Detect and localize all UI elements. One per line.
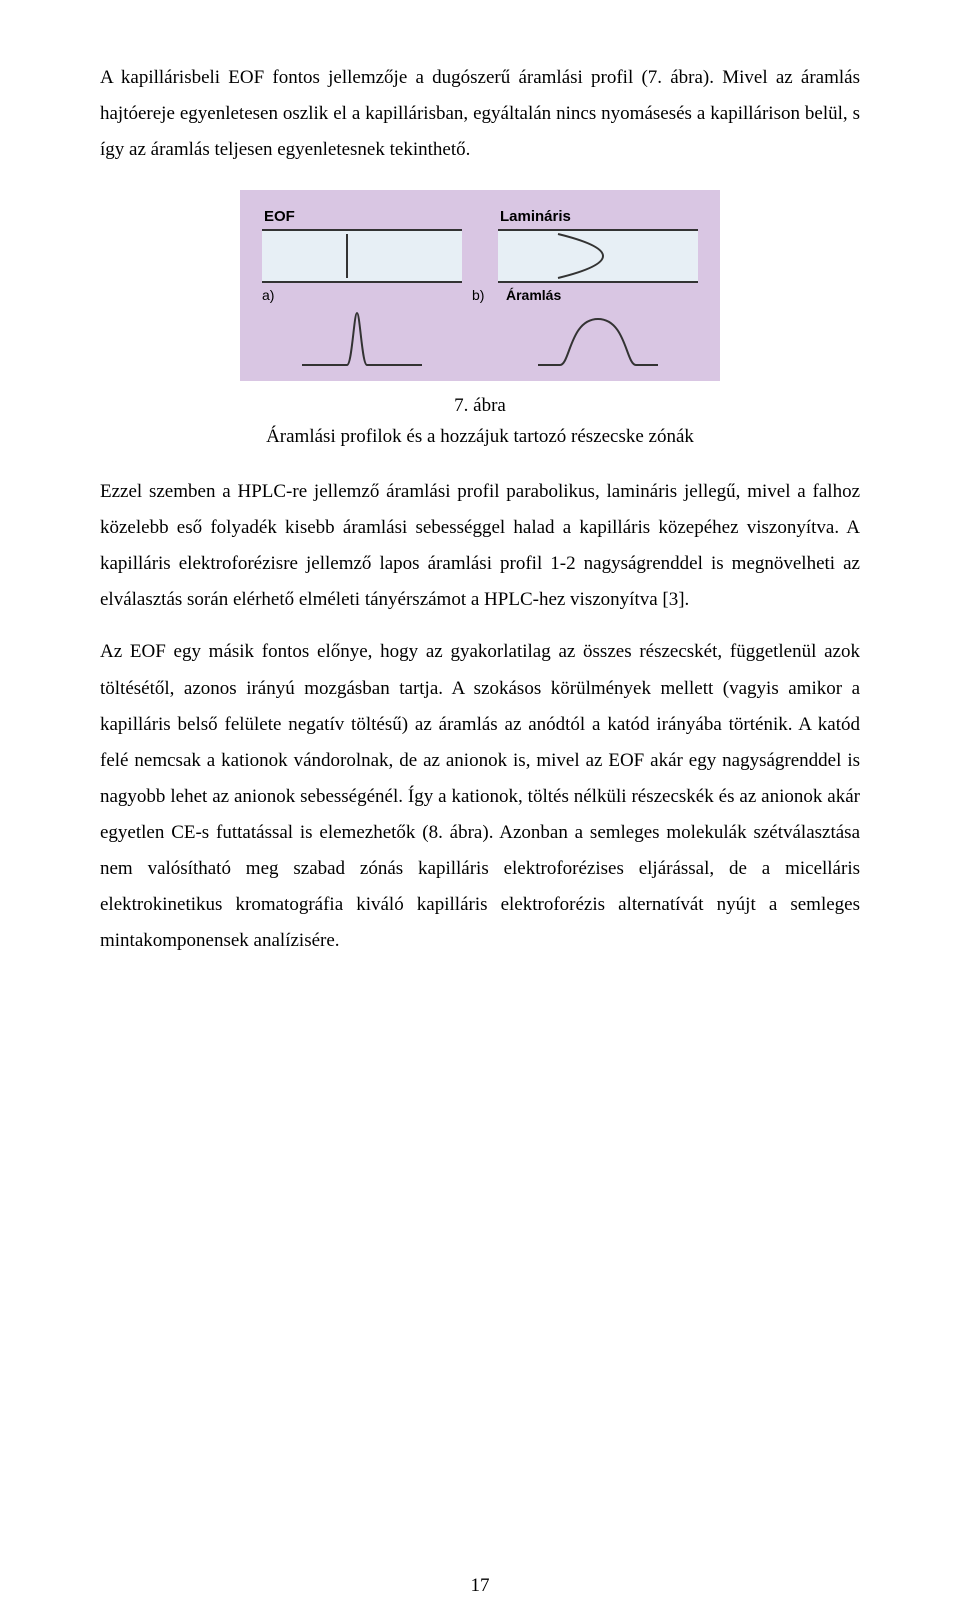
laminar-label: Lamináris [500,208,698,225]
peak-row [262,305,698,369]
flow-label: Áramlás [506,287,561,303]
caption-line-1: 7. ábra [100,391,860,421]
peak-col-laminar [498,305,698,369]
figure-7: EOF Lamináris a) b) [240,190,720,381]
figure-7-caption: 7. ábra Áramlási profilok és a hozzájuk … [100,391,860,452]
eof-peak-path [302,313,422,365]
laminar-parabola-path [558,234,603,278]
laminar-tube [498,229,698,283]
sublabel-b: b) [472,287,506,303]
page: A kapillárisbeli EOF fontos jellemzője a… [0,0,960,1617]
body-text-block-2: Ezzel szemben a HPLC-re jellemző áramlás… [100,474,860,959]
eof-label: EOF [264,208,462,225]
page-number: 17 [0,1575,960,1597]
laminar-flow-front [498,231,698,281]
laminar-peak-path [538,319,658,365]
laminar-peak-icon [528,305,668,369]
eof-peak-icon [292,305,432,369]
figure-7-wrap: EOF Lamináris a) b) [100,190,860,381]
tube-row: EOF Lamináris [262,208,698,283]
paragraph-1: A kapillárisbeli EOF fontos jellemzője a… [100,60,860,168]
paragraph-2: Ezzel szemben a HPLC-re jellemző áramlás… [100,474,860,618]
tube-col-eof: EOF [262,208,462,283]
body-text-block-1: A kapillárisbeli EOF fontos jellemzője a… [100,60,860,168]
peak-col-eof [262,305,462,369]
sublabel-a: a) [262,287,322,303]
eof-tube [262,229,462,283]
tube-col-laminar: Lamináris [498,208,698,283]
figure-sublabel-row: a) b) Áramlás [262,287,698,303]
eof-flow-front [346,234,348,278]
caption-line-2: Áramlási profilok és a hozzájuk tartozó … [100,422,860,452]
paragraph-3: Az EOF egy másik fontos előnye, hogy az … [100,634,860,959]
